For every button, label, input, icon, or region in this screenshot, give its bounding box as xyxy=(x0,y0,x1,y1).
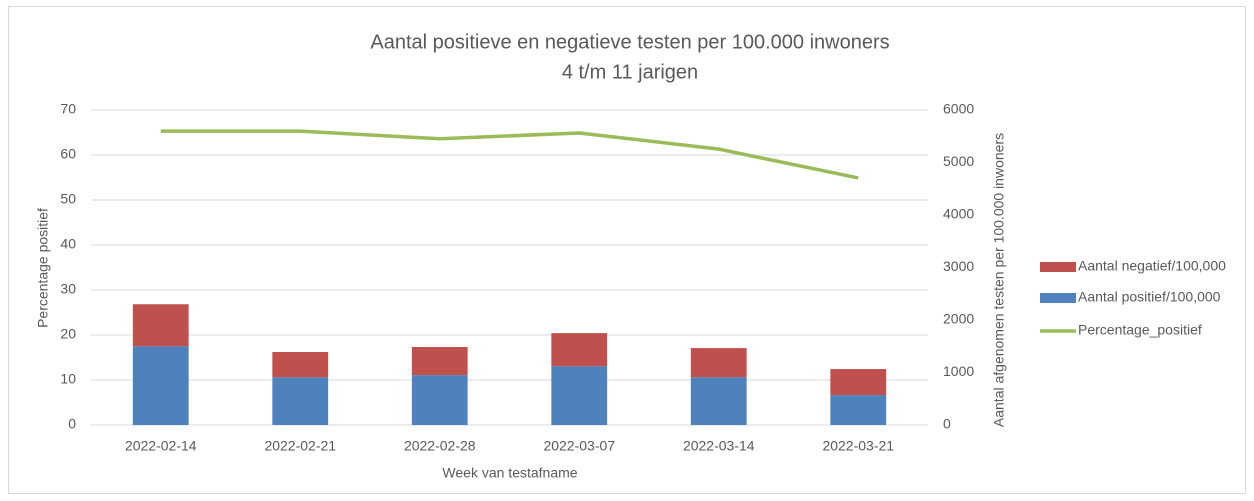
y2-tick-label: 1000 xyxy=(943,363,974,379)
y2-axis-label: Aantal afgenomen testen per 100.000 inwo… xyxy=(991,133,1007,427)
bar xyxy=(411,375,468,425)
y-tick-label: 60 xyxy=(60,146,76,162)
y2-tick-label: 5000 xyxy=(943,153,974,169)
x-tick-label: 2022-03-07 xyxy=(543,438,615,454)
bar xyxy=(272,352,329,378)
legend-label: Percentage_positief xyxy=(1078,322,1202,338)
x-tick-label: 2022-02-21 xyxy=(264,438,336,454)
bar xyxy=(830,369,887,396)
bar xyxy=(690,348,747,378)
bar xyxy=(690,377,747,425)
bar xyxy=(551,366,608,425)
x-axis-label: Week van testafname xyxy=(442,465,577,481)
y2-tick-label: 2000 xyxy=(943,311,974,327)
y-tick-label: 20 xyxy=(60,326,76,342)
y2-tick-label: 4000 xyxy=(943,206,974,222)
y-axis-label: Percentage positief xyxy=(35,208,51,328)
y-tick-label: 70 xyxy=(60,101,76,117)
x-tick-label: 2022-02-28 xyxy=(404,438,476,454)
y-tick-label: 30 xyxy=(60,281,76,297)
y-tick-label: 0 xyxy=(68,416,76,432)
y-tick-label: 40 xyxy=(60,236,76,252)
legend-label: Aantal negatief/100,000 xyxy=(1078,258,1226,274)
y-tick-label: 10 xyxy=(60,371,76,387)
x-tick-label: 2022-03-21 xyxy=(822,438,894,454)
chart-subtitle: 4 t/m 11 jarigen xyxy=(562,61,698,83)
y2-tick-label: 6000 xyxy=(943,101,974,117)
x-tick-label: 2022-03-14 xyxy=(683,438,755,454)
chart-title: Aantal positieve en negatieve testen per… xyxy=(370,31,889,53)
legend-label: Aantal positief/100,000 xyxy=(1078,289,1221,305)
x-tick-label: 2022-02-14 xyxy=(125,438,197,454)
y2-tick-label: 0 xyxy=(943,416,951,432)
bar xyxy=(551,333,608,367)
bar xyxy=(411,347,468,376)
legend-swatch xyxy=(1040,293,1076,303)
y2-tick-label: 3000 xyxy=(943,258,974,274)
line xyxy=(160,129,859,180)
bar xyxy=(132,346,189,425)
chart-frame xyxy=(8,6,1246,494)
bar xyxy=(272,377,329,425)
bar xyxy=(830,395,887,425)
bar xyxy=(132,304,189,347)
legend-swatch xyxy=(1040,262,1076,272)
y-tick-label: 50 xyxy=(60,191,76,207)
